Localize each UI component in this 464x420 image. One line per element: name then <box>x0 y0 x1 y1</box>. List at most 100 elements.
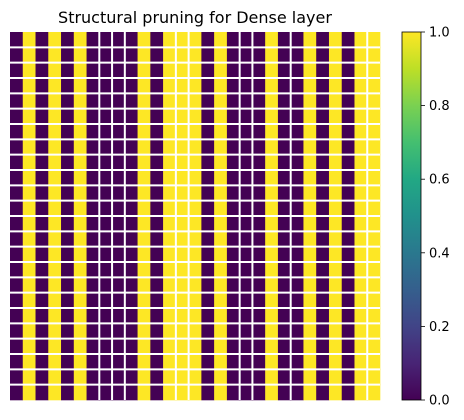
heatmap-cell <box>316 124 330 140</box>
heatmap-cell <box>303 262 317 278</box>
heatmap-cell <box>10 170 24 186</box>
heatmap-cell <box>48 108 62 125</box>
heatmap-cell <box>137 78 151 94</box>
heatmap-cell <box>112 200 126 217</box>
heatmap-cell <box>341 108 355 125</box>
heatmap-cell <box>239 231 253 247</box>
heatmap-cell <box>354 124 368 140</box>
heatmap-cell <box>316 78 330 94</box>
heatmap-cell <box>239 185 253 201</box>
heatmap-cell <box>137 170 151 186</box>
heatmap-cell <box>22 354 36 370</box>
heatmap-cell <box>367 292 381 309</box>
heatmap-cell <box>367 384 381 401</box>
heatmap-cell <box>48 231 62 247</box>
heatmap-cell <box>303 124 317 140</box>
heatmap-cell <box>265 139 279 155</box>
heatmap-cell <box>10 62 24 79</box>
heatmap-cell <box>226 277 240 293</box>
heatmap-cell <box>201 154 215 171</box>
heatmap-cell <box>124 47 138 63</box>
heatmap-cell <box>354 47 368 63</box>
heatmap-cell <box>252 323 266 339</box>
heatmap-cell <box>226 32 240 48</box>
heatmap-cell <box>214 185 228 201</box>
heatmap-cell <box>265 185 279 201</box>
heatmap-cell <box>73 78 87 94</box>
heatmap-cell <box>341 354 355 370</box>
heatmap-cell <box>137 231 151 247</box>
heatmap-cell <box>239 47 253 63</box>
heatmap-cell <box>61 78 75 94</box>
heatmap-cell <box>73 292 87 309</box>
heatmap-cell <box>239 154 253 171</box>
heatmap-cell <box>163 47 177 63</box>
heatmap-cell <box>201 78 215 94</box>
heatmap-cell <box>150 231 164 247</box>
heatmap-cell <box>252 170 266 186</box>
heatmap-cell <box>150 308 164 324</box>
heatmap-cell <box>328 78 343 94</box>
heatmap-cell <box>265 216 279 232</box>
heatmap-cell <box>265 308 279 324</box>
heatmap-cell <box>35 32 49 48</box>
heatmap-cell <box>354 246 368 263</box>
heatmap-cell <box>252 369 266 385</box>
heatmap-cell <box>316 277 330 293</box>
heatmap-cell <box>188 139 202 155</box>
heatmap-cell <box>163 32 177 48</box>
heatmap-cell <box>73 47 87 63</box>
heatmap-cell <box>367 170 381 186</box>
heatmap-cell <box>150 170 164 186</box>
heatmap-cell <box>22 154 36 171</box>
heatmap-cell <box>201 139 215 155</box>
heatmap-cell <box>328 47 343 63</box>
heatmap-cell <box>354 262 368 278</box>
heatmap-cell <box>277 78 291 94</box>
heatmap-cell <box>367 32 381 48</box>
heatmap-cell <box>277 200 291 217</box>
heatmap-cell <box>226 139 240 155</box>
heatmap-cell <box>214 32 228 48</box>
heatmap-cell <box>22 292 36 309</box>
heatmap-cell <box>163 62 177 79</box>
heatmap-cell <box>124 308 138 324</box>
heatmap-cell <box>150 200 164 217</box>
heatmap-cell <box>188 185 202 201</box>
heatmap-cell <box>290 170 304 186</box>
heatmap-cell <box>61 231 75 247</box>
heatmap-cell <box>341 47 355 63</box>
heatmap-cell <box>214 47 228 63</box>
heatmap-cell <box>214 62 228 79</box>
heatmap-cell <box>303 93 317 109</box>
heatmap-cell <box>328 170 343 186</box>
heatmap-cell <box>137 246 151 263</box>
heatmap-cell <box>73 154 87 171</box>
heatmap-cell <box>328 277 343 293</box>
heatmap-cell <box>48 200 62 217</box>
heatmap-cell <box>201 246 215 263</box>
heatmap-cell <box>150 277 164 293</box>
heatmap-cell <box>163 78 177 94</box>
heatmap-cell <box>99 78 113 94</box>
heatmap-cell <box>99 93 113 109</box>
heatmap-cell <box>22 262 36 278</box>
heatmap-cell <box>341 93 355 109</box>
heatmap-cell <box>214 338 228 355</box>
heatmap-cell <box>35 78 49 94</box>
heatmap-cell <box>48 47 62 63</box>
heatmap-cell <box>316 108 330 125</box>
heatmap-cell <box>150 384 164 401</box>
heatmap-cell <box>150 338 164 355</box>
heatmap-cell <box>277 292 291 309</box>
heatmap-cell <box>163 200 177 217</box>
heatmap-cell <box>214 384 228 401</box>
heatmap-cell <box>61 200 75 217</box>
heatmap-cell <box>86 262 100 278</box>
heatmap-cell <box>354 292 368 309</box>
heatmap-cell <box>265 262 279 278</box>
heatmap-cell <box>265 62 279 79</box>
heatmap-cell <box>201 384 215 401</box>
heatmap-cell <box>48 139 62 155</box>
